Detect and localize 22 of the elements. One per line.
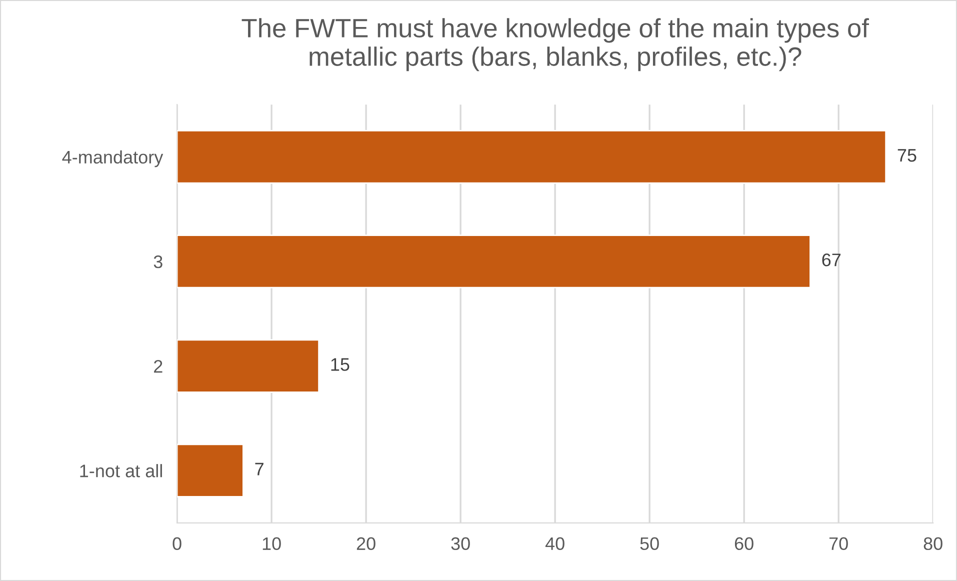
x-tick-label: 0 [172, 537, 182, 550]
bar [177, 339, 320, 393]
y-tick-label: 2 [154, 360, 162, 373]
x-tick-label: 80 [924, 537, 942, 550]
x-tick-label: 30 [451, 537, 470, 550]
bar [177, 130, 887, 184]
x-tick-label: 40 [545, 537, 564, 550]
data-label: 7 [255, 462, 264, 476]
x-tick-label: 70 [829, 537, 848, 550]
data-label: 15 [331, 358, 350, 371]
x-tick-label: 60 [734, 537, 754, 550]
data-label: 75 [898, 149, 916, 162]
chart-title: The FWTE must have knowledge of the main types of metallic parts (bars, blanks, profiles, etc.)? [242, 18, 869, 72]
x-tick-label: 50 [640, 537, 659, 550]
x-tick-label: 10 [262, 537, 281, 550]
y-tick-label: 3 [154, 255, 162, 268]
data-label: 67 [822, 254, 841, 266]
y-tick-label: 1-not at all [80, 464, 162, 478]
x-tick-label: 20 [356, 537, 376, 550]
bar [177, 234, 811, 288]
y-tick-label: 4-mandatory [62, 150, 164, 168]
bar [177, 444, 244, 498]
